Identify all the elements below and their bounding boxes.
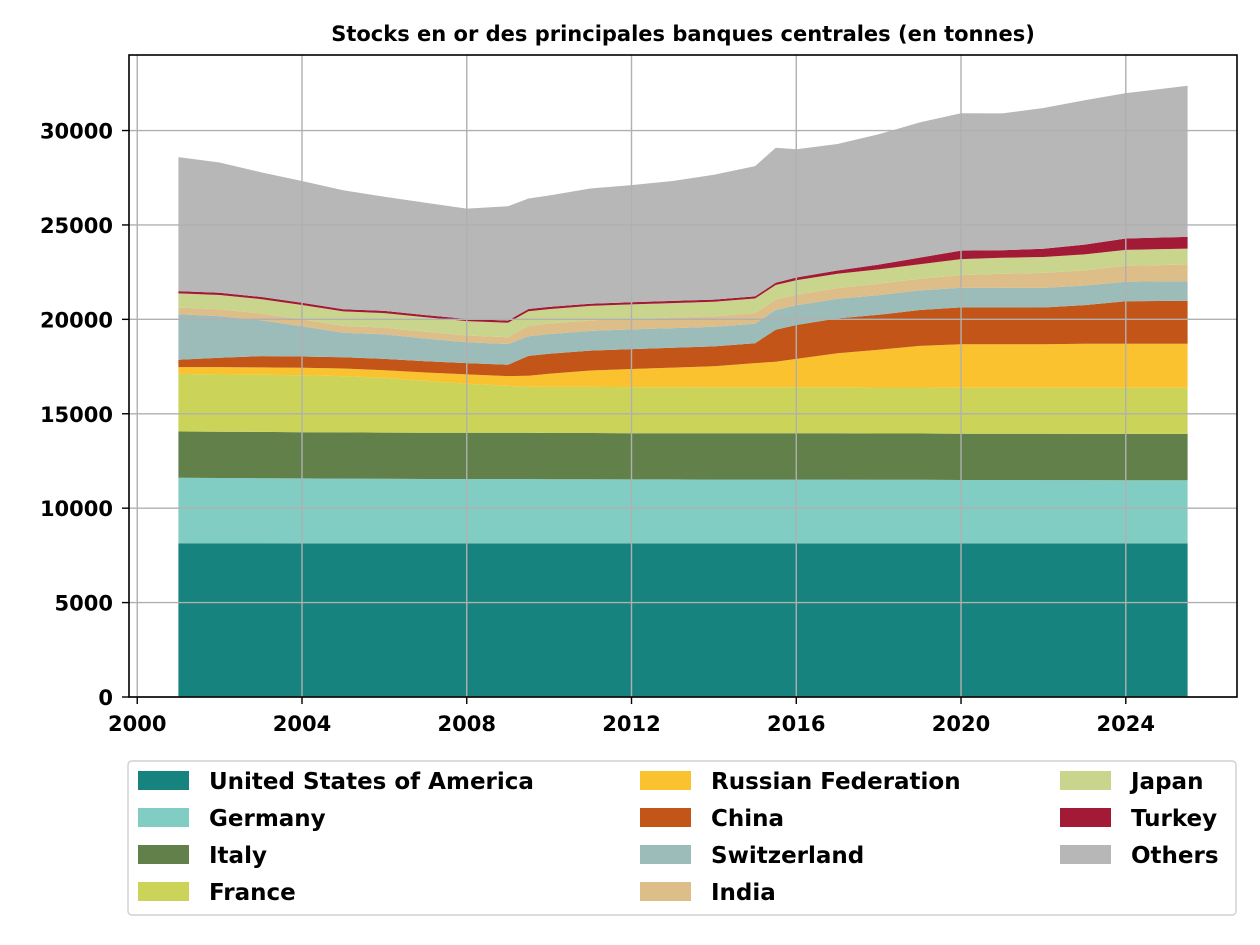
x-tick-label: 2004 — [273, 712, 331, 736]
legend-item-switzerland: Switzerland — [640, 843, 864, 869]
plot-area: 2000 2004 2008 2012 2016 2020 2024 0 5000 10000 15… — [40, 54, 1238, 736]
y-tick-label: 25000 — [40, 214, 113, 238]
y-tick-label: 15000 — [40, 403, 113, 427]
area-germany — [178, 477, 1188, 544]
legend-swatch — [138, 882, 189, 901]
legend-swatch — [138, 808, 189, 827]
chart-title: Stocks en or des principales banques cen… — [331, 22, 1035, 46]
legend-label: China — [711, 806, 784, 832]
legend-item-others: Others — [1060, 843, 1219, 869]
x-tick-label: 2008 — [438, 712, 496, 736]
series-areas — [178, 85, 1188, 697]
legend-swatch — [640, 771, 691, 790]
y-tick-label: 0 — [98, 686, 113, 710]
x-tick-label: 2020 — [932, 712, 990, 736]
area-turkey — [178, 236, 1188, 323]
legend-label: Turkey — [1131, 806, 1217, 832]
area-russian-federation — [178, 343, 1188, 388]
legend-label: Russian Federation — [711, 769, 961, 795]
legend-swatch — [1060, 771, 1111, 790]
legend-item-germany: Germany — [138, 806, 326, 832]
legend-swatch — [138, 771, 189, 790]
axes: 2000 2004 2008 2012 2016 2020 2024 0 5000 10000 15… — [40, 120, 1155, 736]
legend-swatch — [640, 882, 691, 901]
area-india — [178, 264, 1188, 344]
area-switzerland — [178, 281, 1188, 365]
legend-label: United States of America — [209, 769, 534, 795]
legend-item-japan: Japan — [1060, 769, 1203, 795]
legend-swatch — [640, 808, 691, 827]
legend-item-united-states-of-america: United States of America — [138, 769, 534, 795]
legend-swatch — [138, 845, 189, 864]
legend: United States of America Germany Italy Fran… — [127, 760, 1237, 916]
legend-item-italy: Italy — [138, 843, 267, 869]
legend-label: Others — [1131, 843, 1219, 869]
legend-swatch — [1060, 808, 1111, 827]
legend-swatch — [1060, 845, 1111, 864]
y-tick-label: 20000 — [40, 308, 113, 332]
legend-item-russian-federation: Russian Federation — [640, 769, 961, 795]
legend-item-turkey: Turkey — [1060, 806, 1217, 832]
legend-label: Switzerland — [711, 843, 864, 869]
x-tick-label: 2012 — [602, 712, 660, 736]
legend-swatch — [640, 845, 691, 864]
legend-label: Germany — [209, 806, 326, 832]
area-united-states-of-america — [178, 543, 1188, 697]
legend-item-china: China — [640, 806, 784, 832]
y-tick-label: 30000 — [40, 120, 113, 144]
area-japan — [178, 248, 1188, 338]
legend-label: France — [209, 880, 296, 906]
x-tick-label: 2016 — [767, 712, 825, 736]
area-others — [178, 85, 1188, 321]
x-tick-label: 2024 — [1097, 712, 1155, 736]
y-tick-label: 10000 — [40, 497, 113, 521]
legend-item-france: France — [138, 880, 296, 906]
y-tick-label: 5000 — [55, 592, 113, 616]
legend-item-india: India — [640, 880, 776, 906]
legend-label: Japan — [1129, 769, 1203, 795]
legend-label: India — [711, 880, 776, 906]
legend-box — [127, 760, 1237, 916]
legend-label: Italy — [209, 843, 267, 869]
x-tick-label: 2000 — [108, 712, 166, 736]
area-italy — [178, 431, 1188, 481]
area-france — [178, 373, 1188, 434]
plot-frame — [128, 54, 1238, 698]
